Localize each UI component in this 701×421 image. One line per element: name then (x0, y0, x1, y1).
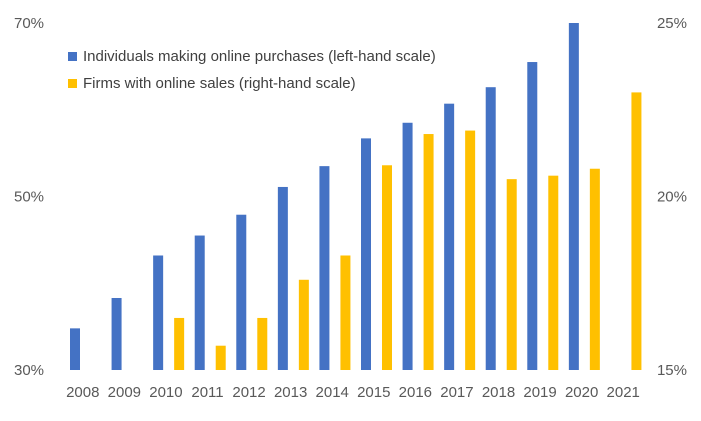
bar-individuals-2010 (153, 255, 164, 370)
legend-swatch (68, 52, 77, 61)
x-axis-tick-label: 2011 (191, 384, 223, 401)
bar-firms-2012 (257, 317, 268, 370)
bar-individuals-2020 (568, 23, 579, 370)
x-axis-tick-label: 2020 (565, 384, 598, 401)
bar-individuals-2012 (236, 214, 247, 370)
x-axis-tick-label: 2017 (440, 384, 473, 401)
bar-firms-2010 (174, 317, 185, 370)
bar-firms-2014 (340, 255, 351, 370)
legend-swatch (68, 79, 77, 88)
bar-individuals-2014 (319, 166, 330, 370)
bar-individuals-2011 (194, 235, 205, 370)
left-axis-tick-label: 50% (14, 189, 44, 206)
bar-individuals-2013 (277, 186, 288, 370)
bar-firms-2018 (506, 179, 517, 370)
bar-firms-2017 (465, 130, 476, 370)
legend-entry-label: Individuals making online purchases (lef… (83, 48, 436, 65)
left-axis-ticks: 30% 50% 70% (14, 15, 44, 379)
bar-firms-2020 (589, 168, 600, 370)
x-axis-tick-label: 2009 (108, 384, 141, 401)
bar-individuals-2015 (361, 138, 371, 370)
left-axis-tick-label: 30% (14, 362, 44, 379)
x-axis-tick-label: 2021 (607, 384, 640, 401)
x-axis-tick-label: 2010 (149, 384, 182, 401)
right-axis-tick-label: 25% (657, 15, 687, 32)
bar-firms-2013 (298, 279, 309, 370)
bar-individuals-2016 (402, 122, 413, 370)
bar-individuals-2019 (527, 62, 538, 370)
bar-firms-2021 (631, 92, 642, 371)
x-axis-tick-label: 2013 (274, 384, 307, 401)
bars (70, 23, 642, 371)
x-axis-tick-label: 2012 (232, 384, 265, 401)
bar-individuals-2017 (444, 103, 455, 371)
x-axis-tick-label: 2008 (66, 384, 99, 401)
bar-individuals-2008 (70, 328, 80, 370)
x-axis-tick-label: 2014 (316, 384, 349, 401)
bar-firms-2016 (423, 134, 434, 370)
x-axis-ticks: 2008 2009 2010 2011 2012 2013 2014 2015 2016 2017… (66, 384, 640, 401)
x-axis-tick-label: 2019 (523, 384, 556, 401)
bar-firms-2015 (382, 165, 392, 370)
bar-firms-2019 (548, 175, 559, 370)
x-axis-tick-label: 2015 (357, 384, 390, 401)
right-axis-ticks: 15% 20% 25% (657, 15, 687, 379)
legend-entry-label: Firms with online sales (right-hand scal… (83, 75, 356, 92)
right-axis-tick-label: 20% (657, 189, 687, 206)
x-axis-tick-label: 2018 (482, 384, 515, 401)
bar-individuals-2018 (485, 87, 496, 370)
x-axis-tick-label: 2016 (399, 384, 432, 401)
legend: Individuals making online purchases (lef… (68, 48, 436, 92)
bar-firms-2011 (215, 345, 226, 370)
left-axis-tick-label: 70% (14, 15, 44, 32)
right-axis-tick-label: 15% (657, 362, 687, 379)
bar-individuals-2009 (111, 297, 122, 370)
